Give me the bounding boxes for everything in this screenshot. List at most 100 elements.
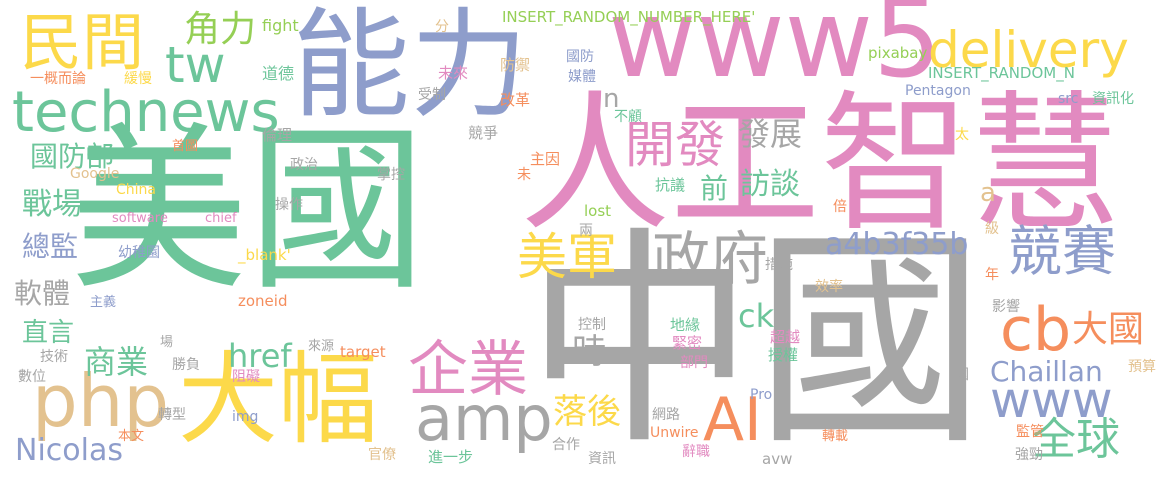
word-bumen: 部門 [680,355,708,371]
word-youzhiyuan: 幼稚園 [118,245,160,261]
word-diyuan: 地緣 [670,316,701,334]
word-nian: 年 [985,267,999,283]
word-zhangkong: 掌控 [377,167,405,183]
word-a: a [980,178,996,208]
word-zixun: 資訊 [588,451,616,467]
word-zhengfu: 政府 [652,225,769,293]
word-yigaiyerlun: 一概而論 [30,71,86,87]
word-meiguo: 美國 [70,107,426,314]
word-fangtan: 訪談 [740,167,800,202]
word-jingsai: 競賽 [1008,220,1116,283]
word-pentagon: Pentagon [905,83,971,99]
word-zhuanxing: 轉型 [158,407,186,423]
word-minjian: 民間 [20,6,145,79]
word-lost: lost [584,202,612,220]
word-luohou: 落後 [553,392,621,432]
word-guanliao: 官僚 [368,447,396,463]
word-china: China [116,182,156,198]
word-php: php [32,359,170,443]
word-insert-random-number-here: INSERT_RANDOM_NUMBER_HERE' [502,8,756,26]
word-liang: 兩 [579,223,593,239]
word-ziyunhua: 資訊化 [1092,91,1134,107]
word-zhanchang: 戰場 [22,187,82,222]
word-zoneid: zoneid [238,292,288,310]
word-benwen: 本文 [118,429,145,444]
word-blank: _blank' [238,246,291,264]
word-fazhan: 發展 [738,115,803,153]
word-yingxiang: 影響 [992,299,1020,315]
word-guo: 國 [955,367,969,383]
word-guofang: 國防 [566,49,594,65]
word-hezuo: 合作 [552,437,580,453]
word-zhuyi: 主義 [90,295,117,310]
word-chang: 場 [160,335,174,350]
word-unwire: Unwire [650,425,699,441]
word-jingzheng: 競爭 [468,124,499,142]
word-dafu: 大幅 [178,341,378,458]
word-ai: AI [703,385,762,455]
word-rengongzhihui: 人工智慧 [520,78,1121,252]
word-shouquan: 授權 [768,346,799,364]
word-cb: cb [1000,295,1072,365]
word-ck: ck [738,297,775,335]
word-a4b3f35b: a4b3f35b [825,227,969,262]
word-bugu: 不顧 [614,109,642,125]
word-img: img [232,409,259,425]
word-quanqiu: 全球 [1032,414,1120,465]
word-technews: technews [12,80,280,145]
word-guofangbu: 國防部 [30,140,115,173]
word-chaoyue: 超越 [770,328,801,346]
word-laiyuan: 來源 [308,339,335,354]
word-daguo: 大國 [1072,309,1145,350]
word-weilai: 未來 [438,64,469,82]
word-ruanti: 軟體 [14,277,71,310]
word-nicolas: Nicolas [15,433,123,468]
word-zuai: 阻礙 [232,369,260,385]
word-jiaoli: 角力 [184,9,257,50]
word-shangye: 商業 [84,343,149,381]
word-href: href [228,337,292,375]
word-avw: avw [762,450,793,468]
word-software: software [112,211,168,226]
word-cizhi: 辭職 [682,444,710,460]
word-zongjian: 總監 [22,230,79,263]
word-src: src [1058,91,1079,107]
word-amp: amp [415,382,553,455]
word-daode: 道德 [262,64,295,83]
word-kangyi: 抗議 [655,176,686,194]
word-jinmi: 緊密 [672,334,703,352]
word-yusuan: 預算 [1128,359,1156,375]
word-qian: 前 [700,172,729,205]
word-wanglu: 網路 [652,407,680,423]
word-tw: tw [165,36,226,94]
word-delivery: delivery [928,21,1129,79]
word-ji: 級 [985,221,999,237]
word-zhuanzai: 轉載 [822,429,849,444]
word-meiti: 媒體 [568,69,596,85]
word-zhiyan: 直言 [22,318,75,348]
word-www5: www5 [608,0,942,102]
word-qiye: 企業 [408,335,528,405]
word-tai: 太 [955,127,969,143]
word-kaifa: 開發 [625,116,725,174]
word-shi: 時 [572,332,606,372]
word-target: target [340,343,386,361]
word-chief: chief [205,211,237,226]
word-lunli: 倫理 [262,126,293,144]
word-shouzhi: 受制 [418,87,446,103]
word-shoutu: 首圖 [172,139,199,154]
word-nengli: 能力 [292,0,529,134]
word-caozuo: 操作 [275,197,303,213]
word-jishu: 技術 [40,349,68,365]
word-jianguan: 監管 [1016,424,1044,440]
word-xiaolv: 效率 [815,279,843,295]
word-huanman: 緩慢 [124,71,152,87]
word-pro: Pro [750,387,773,403]
word-zhengzhi: 政治 [290,157,318,173]
word-shengfu: 勝負 [172,357,200,373]
word-www: www [990,371,1113,429]
word-zhongguo: 中國 [525,209,986,476]
word-shuwei: 數位 [18,369,46,385]
word-insert-random-n: INSERT_RANDOM_N [928,64,1075,82]
